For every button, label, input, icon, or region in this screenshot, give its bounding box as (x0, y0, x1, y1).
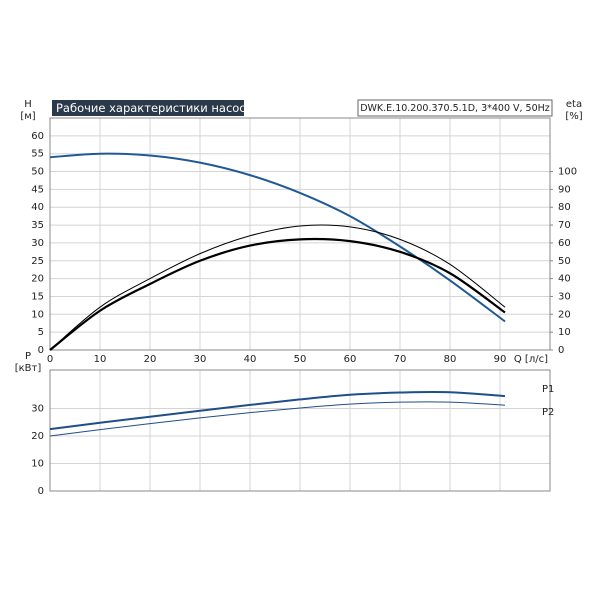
x-tick-label: 70 (394, 354, 407, 365)
x-tick-label: 20 (144, 354, 157, 365)
y2-axis-label: eta (566, 99, 582, 110)
y2-tick-label: 80 (558, 202, 571, 213)
y-tick-label: 50 (31, 167, 44, 178)
y2-tick-label: 70 (558, 220, 571, 231)
y-tick-label: 40 (31, 202, 44, 213)
y-axis-unit: [м] (20, 111, 35, 122)
model-label: DWK.E.10.200.370.5.1D, 3*400 V, 50Hz (360, 103, 550, 114)
y-tick-label: 60 (31, 131, 44, 142)
y-tick-label: 25 (31, 256, 44, 267)
y2-tick-label: 0 (558, 345, 564, 356)
y2-tick-label: 40 (558, 274, 571, 285)
y-tick-label: 55 (31, 149, 44, 160)
y-tick-label: 0 (38, 486, 44, 497)
y2-axis-unit: [%] (565, 111, 582, 122)
y2-tick-label: 10 (558, 327, 571, 338)
curve (49, 401, 506, 437)
curve (49, 390, 506, 431)
y-tick-label: 20 (31, 274, 44, 285)
y-tick-label: 35 (31, 220, 44, 231)
y-tick-label: 10 (31, 459, 44, 470)
x-tick-label: 60 (344, 354, 357, 365)
x-tick-label: 40 (244, 354, 257, 365)
x-tick-label: 80 (444, 354, 457, 365)
chart-title: Рабочие характеристики насоса (56, 101, 253, 115)
y-tick-label: 15 (31, 291, 44, 302)
y-axis-unit: [кВт] (15, 363, 42, 374)
y2-tick-label: 30 (558, 291, 571, 302)
curve (49, 224, 506, 351)
y2-tick-label: 100 (558, 167, 577, 178)
y-axis-label: H (24, 99, 32, 110)
y-tick-label: 30 (31, 238, 44, 249)
y2-tick-label: 20 (558, 309, 571, 320)
y-tick-label: 20 (31, 431, 44, 442)
y-tick-label: 10 (31, 309, 44, 320)
x-tick-label: 90 (494, 354, 507, 365)
plot-frame (49, 369, 551, 492)
y2-tick-label: 60 (558, 238, 571, 249)
curve (49, 237, 506, 351)
y2-tick-label: 50 (558, 256, 571, 267)
y-tick-label: 5 (38, 327, 44, 338)
y2-tick-label: 90 (558, 184, 571, 195)
y-axis-label: P (25, 351, 31, 362)
model-box (357, 99, 553, 117)
series-label: P1 (542, 384, 554, 395)
x-axis-label: Q [л/с] (514, 354, 548, 365)
title-box (52, 100, 244, 116)
series-label: P2 (542, 407, 554, 418)
plot-frame (49, 117, 551, 351)
x-tick-label: 50 (294, 354, 307, 365)
y-tick-label: 0 (38, 345, 44, 356)
curve (49, 152, 506, 323)
y-tick-label: 45 (31, 184, 44, 195)
x-tick-label: 30 (194, 354, 207, 365)
x-tick-label: 0 (47, 354, 53, 365)
y-tick-label: 30 (31, 404, 44, 415)
x-tick-label: 10 (94, 354, 107, 365)
